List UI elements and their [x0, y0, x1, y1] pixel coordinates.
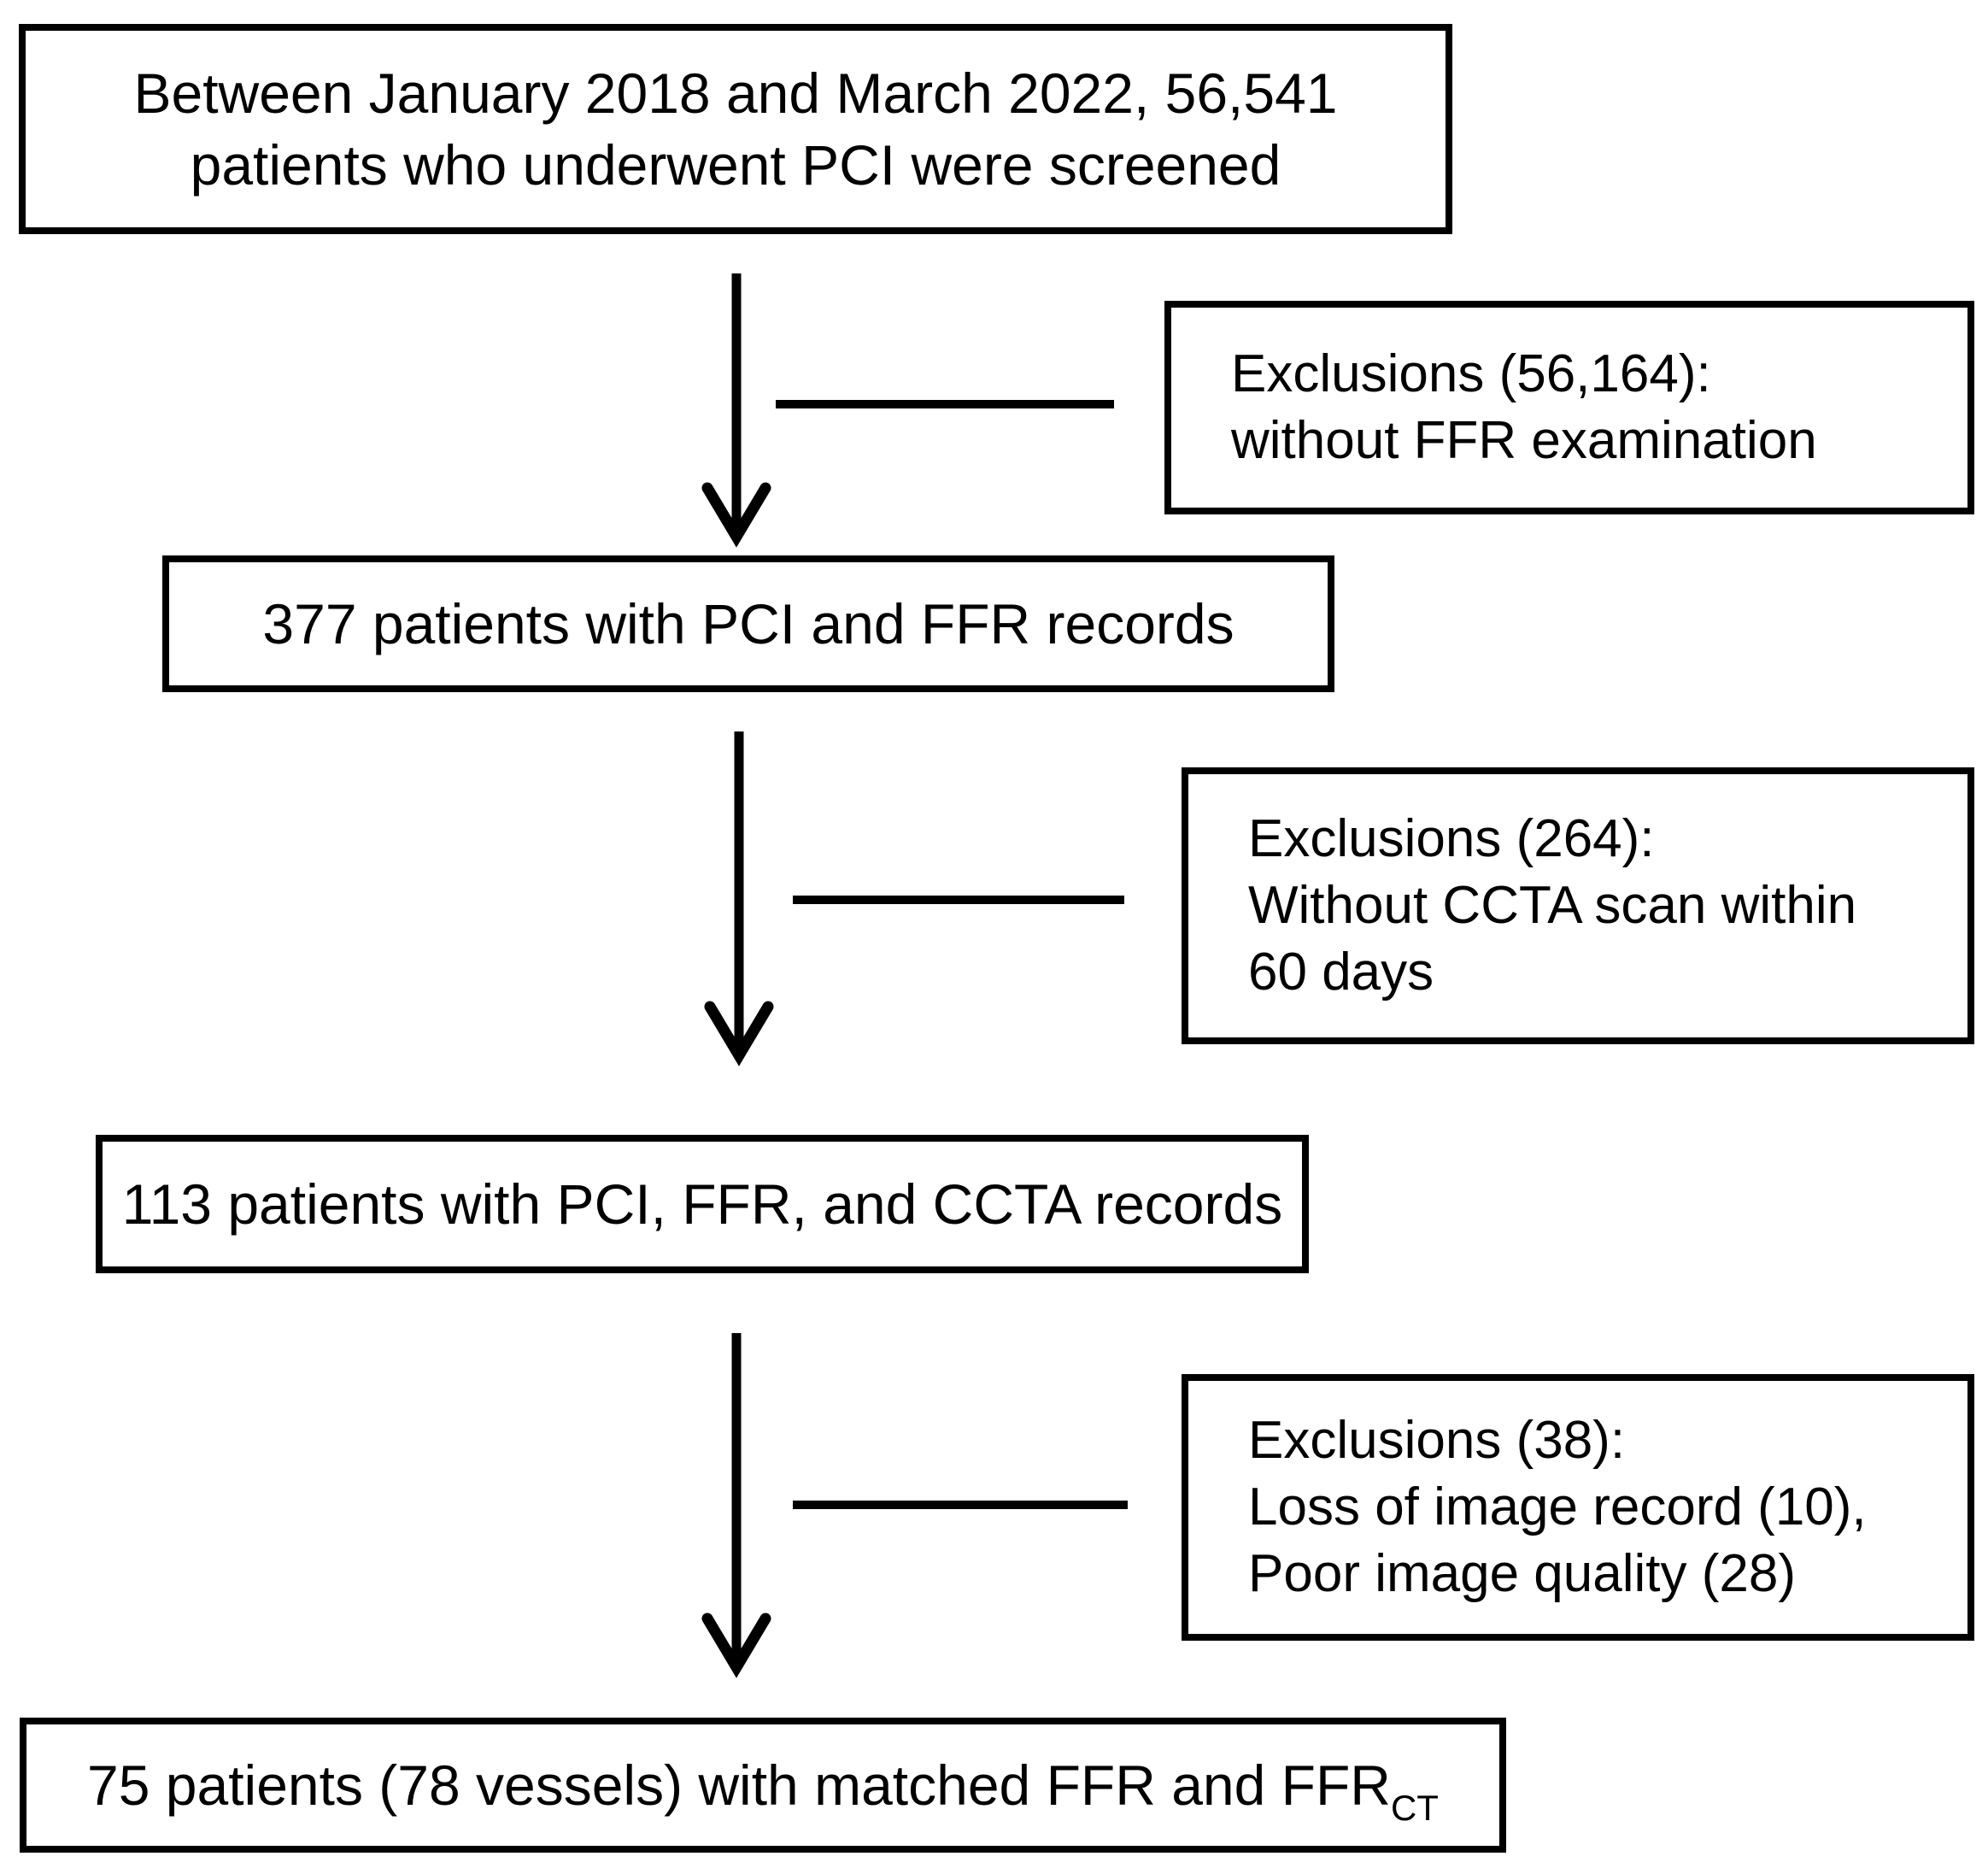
connector-line-3: [793, 1501, 1128, 1509]
exclusion-box-3: Exclusions (38): Loss of image record (1…: [1182, 1374, 1974, 1641]
box-screened: Between January 2018 and March 2022, 56,…: [19, 24, 1452, 234]
connector-line-1: [776, 400, 1114, 408]
exclusion-3-line-2: Loss of image record (10),: [1248, 1477, 1867, 1536]
connector-line-2: [793, 896, 1124, 904]
box-matched: 75 patients (78 vessels) with matched FF…: [20, 1718, 1506, 1853]
box-matched-line-1: 75 patients (78 vessels) with matched FF…: [87, 1749, 1439, 1828]
exclusion-3-line-3: Poor image quality (28): [1248, 1544, 1796, 1604]
arrow-head: [704, 1001, 774, 1066]
arrow-head: [701, 1613, 771, 1678]
box-screened-line-2: patients who underwent PCI were screened: [190, 133, 1281, 197]
exclusion-1-line-1: Exclusions (56,164):: [1231, 344, 1711, 403]
box-pci-ffr: 377 patients with PCI and FFR records: [162, 555, 1334, 692]
arrow-head: [701, 482, 771, 548]
exclusion-1-line-2: without FFR examination: [1231, 411, 1817, 470]
exclusion-2-line-3: 60 days: [1248, 943, 1434, 1002]
box-matched-text: 75 patients (78 vessels) with matched FF…: [87, 1753, 1391, 1817]
exclusion-box-1: Exclusions (56,164): without FFR examina…: [1164, 301, 1974, 514]
box-matched-subscript: CT: [1390, 1787, 1439, 1828]
exclusion-box-2: Exclusions (264): Without CCTA scan with…: [1182, 767, 1974, 1044]
box-pci-ffr-ccta: 113 patients with PCI, FFR, and CCTA rec…: [96, 1135, 1309, 1273]
arrow-down-3: [701, 1333, 771, 1678]
box-screened-line-1: Between January 2018 and March 2022, 56,…: [133, 61, 1338, 125]
exclusion-2-line-2: Without CCTA scan within: [1248, 875, 1857, 935]
box-pci-ffr-line-1: 377 patients with PCI and FFR records: [262, 591, 1234, 655]
arrow-down-1: [701, 273, 771, 548]
exclusion-3-line-1: Exclusions (38):: [1248, 1410, 1626, 1470]
exclusion-2-line-1: Exclusions (264):: [1248, 808, 1655, 868]
arrow-down-2: [704, 731, 774, 1066]
box-pci-ffr-ccta-line-1: 113 patients with PCI, FFR, and CCTA rec…: [121, 1172, 1283, 1236]
